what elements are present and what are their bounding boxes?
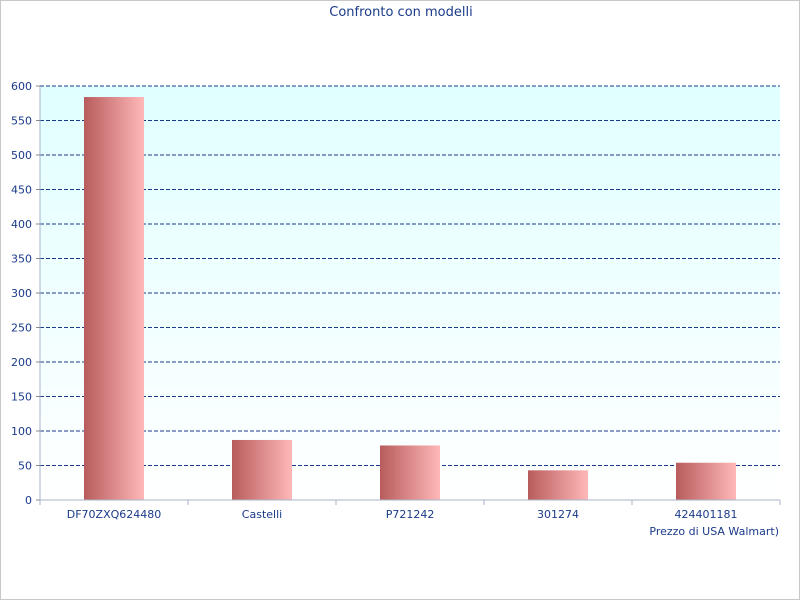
y-tick-label: 250 — [11, 322, 32, 335]
x-axis-label: Prezzo di USA Walmart) — [649, 525, 779, 538]
y-tick-label: 350 — [11, 253, 32, 266]
gridlines — [40, 85, 780, 466]
y-tick-label: 400 — [11, 218, 32, 231]
bar — [528, 470, 588, 500]
y-tick-label: 550 — [11, 115, 32, 128]
bar — [676, 462, 736, 500]
x-tick-label: P721242 — [386, 508, 435, 521]
x-tick-label: 424401181 — [675, 508, 738, 521]
x-tick-label: 301274 — [537, 508, 579, 521]
y-axis-ticks: 0 50 100 150 200 250 300 350 400 450 500 550 600 — [11, 80, 40, 507]
y-tick-label: 500 — [11, 149, 32, 162]
y-tick-label: 450 — [11, 184, 32, 197]
x-tick-label: DF70ZXQ624480 — [67, 508, 162, 521]
bar — [232, 439, 292, 500]
y-tick-label: 300 — [11, 287, 32, 300]
bar — [84, 97, 144, 500]
y-tick-label: 200 — [11, 356, 32, 369]
bar — [380, 445, 440, 500]
y-tick-label: 100 — [11, 425, 32, 438]
chart-title: Confronto con modelli — [329, 5, 473, 20]
y-tick-label: 0 — [25, 494, 32, 507]
y-tick-label: 150 — [11, 391, 32, 404]
y-tick-label: 50 — [18, 460, 32, 473]
y-tick-label: 600 — [11, 80, 32, 93]
x-axis-ticks: DF70ZXQ624480 Castelli P721242 301274 424401… — [39, 500, 781, 521]
x-tick-label: Castelli — [242, 508, 282, 521]
bars — [84, 97, 736, 500]
